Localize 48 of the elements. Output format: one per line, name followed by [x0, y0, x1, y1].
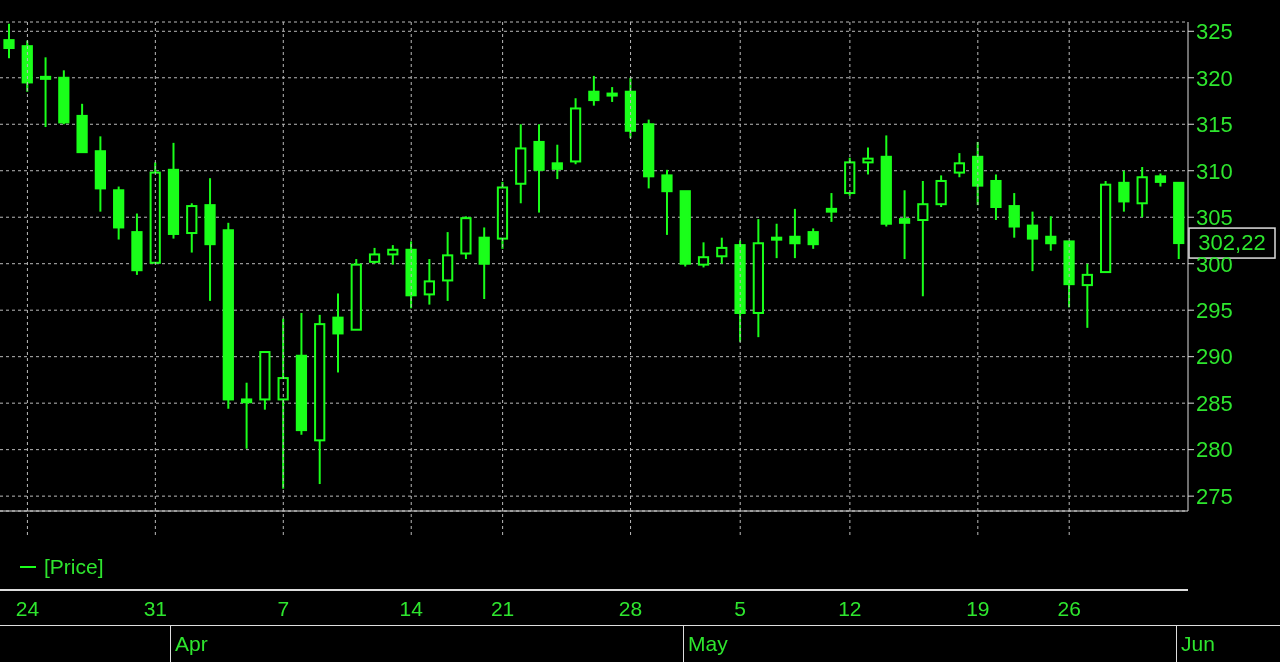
y-tick-label: 275: [1196, 483, 1233, 509]
y-tick-label: 280: [1196, 437, 1233, 463]
x-tick-label: 26: [1057, 596, 1081, 620]
candlestick: [1026, 210, 1039, 273]
y-tick-label: 285: [1196, 390, 1233, 416]
x-tick-label: 5: [734, 596, 747, 620]
candlestick: [825, 192, 838, 223]
candlestick: [1045, 215, 1057, 252]
candlestick: [3, 22, 15, 60]
y-tick-label: 315: [1196, 112, 1233, 138]
x-tick-label: 21: [490, 596, 515, 620]
x-tick-label: 14: [399, 596, 424, 620]
candlestick: [789, 207, 801, 260]
y-tick-label: 290: [1196, 344, 1233, 370]
x-tick-label: 19: [966, 596, 990, 620]
candlestick: [1118, 169, 1130, 213]
candlestick: [387, 244, 399, 266]
candlestick: [332, 292, 344, 374]
y-tick-label: 295: [1196, 298, 1233, 323]
candlestick: [551, 143, 563, 181]
candlestick: [423, 258, 435, 306]
text: Jun: [1181, 632, 1215, 656]
candlestick: [716, 236, 728, 265]
candlestick: [588, 74, 600, 107]
candlestick: [240, 381, 253, 450]
y-tick-label: 310: [1196, 158, 1233, 184]
candlestick: [898, 189, 911, 261]
candlestick: [697, 241, 710, 269]
candlestick: [935, 174, 947, 208]
candlestick: [1081, 262, 1093, 329]
x-tick-label: 31: [143, 596, 168, 620]
x-tick-label: 12: [838, 596, 862, 620]
x-tick-label: 28: [618, 596, 643, 620]
y-tick-label: 320: [1196, 65, 1233, 91]
candlestick: [862, 146, 874, 176]
candlestick: [39, 56, 52, 129]
text: Apr: [175, 632, 208, 656]
text: May: [688, 632, 728, 656]
y-tick-label: 325: [1196, 19, 1233, 45]
x-tick-label: 24: [15, 596, 40, 620]
y-tick-label: 305: [1196, 205, 1233, 231]
candlestick: [661, 168, 673, 236]
candlestick: [917, 179, 929, 298]
x-tick-label: 7: [277, 596, 290, 620]
candlestick: [1008, 192, 1020, 239]
candlestick: [771, 222, 783, 260]
legend-label: [Price]: [44, 555, 104, 579]
candlestick: [953, 152, 966, 179]
